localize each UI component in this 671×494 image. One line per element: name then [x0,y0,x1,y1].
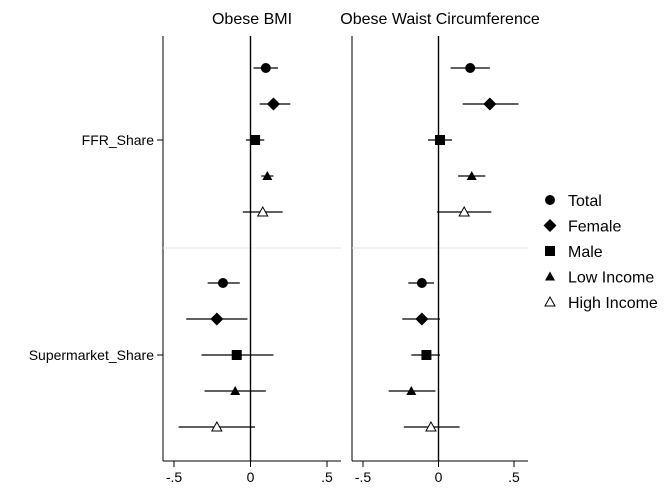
estimate-point [210,312,224,326]
legend-label: Low Income [568,270,654,287]
legend-marker [545,195,555,205]
estimate-point [421,350,432,360]
estimate-point [465,63,476,73]
estimate-point [262,171,273,180]
legend-marker [545,246,555,256]
estimate-point [435,135,446,145]
legend-marker [544,295,556,307]
estimate-point [210,420,223,432]
estimate-point [406,386,417,395]
estimate-point [217,278,228,288]
x-tick-label: -.5 [166,469,183,485]
x-tick-label: .5 [508,469,520,485]
category-label: Supermarket_Share [29,347,155,363]
panel-title: Obese Waist Circumference [340,11,540,28]
estimate-point [231,350,242,360]
estimate-point [425,420,437,432]
legend-label: Male [568,244,603,261]
panel-title: Obese BMI [212,11,292,28]
estimate-point [415,312,429,326]
estimate-point [266,97,280,111]
estimate-point [466,171,477,180]
x-tick-label: -.5 [355,469,372,485]
estimate-point [260,63,271,73]
estimate-point [250,135,261,145]
legend-marker [543,219,557,232]
estimate-point [483,97,497,111]
legend-marker [545,271,555,281]
estimate-point [458,205,471,217]
x-tick-label: .5 [321,469,333,485]
x-tick-label: 0 [435,469,443,485]
legend-label: Total [568,193,602,210]
category-label: FFR_Share [82,132,155,148]
estimate-point [256,205,269,217]
estimate-point [230,386,241,395]
x-tick-label: 0 [247,469,255,485]
estimate-point [416,278,427,288]
legend-label: Female [568,219,621,236]
legend-label: High Income [568,295,658,312]
